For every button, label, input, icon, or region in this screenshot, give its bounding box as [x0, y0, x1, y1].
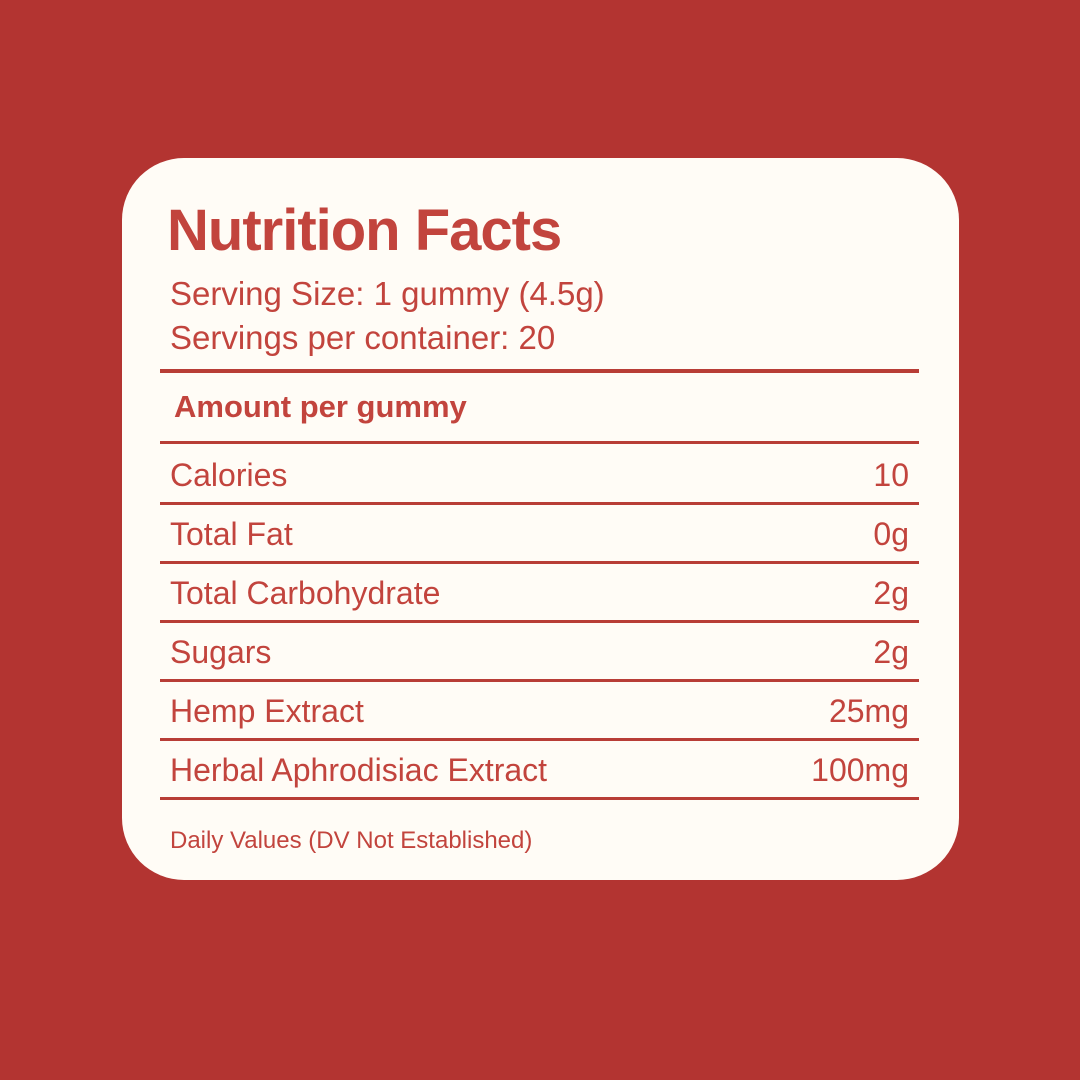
- nutrient-value: 0g: [873, 516, 909, 552]
- nutrient-name: Sugars: [170, 634, 272, 670]
- daily-values-footnote: Daily Values (DV Not Established): [170, 827, 533, 854]
- nutrient-value: 2g: [873, 634, 909, 670]
- serving-size-text: Serving Size: 1 gummy (4.5g): [170, 275, 605, 312]
- nutrient-name: Herbal Aphrodisiac Extract: [170, 752, 548, 788]
- nutrient-table: Calories 10 Total Fat 0g Total Carbohydr…: [160, 444, 919, 800]
- nutrient-value: 10: [873, 457, 909, 493]
- table-row-sugars: Sugars 2g: [160, 623, 919, 682]
- nutrient-value: 25mg: [828, 693, 909, 729]
- table-row-total-fat: Total Fat 0g: [160, 505, 919, 564]
- servings-per-container-text: Servings per container: 20: [170, 319, 556, 356]
- nutrition-facts-title: Nutrition Facts: [167, 198, 562, 263]
- top-divider: [160, 369, 919, 373]
- table-row-calories: Calories 10: [160, 444, 919, 505]
- nutrient-value: 100mg: [811, 752, 909, 788]
- table-row-hemp-extract: Hemp Extract 25mg: [160, 682, 919, 741]
- nutrient-value: 2g: [873, 575, 909, 611]
- amount-per-gummy-header: Amount per gummy: [160, 373, 919, 444]
- nutrient-name: Total Fat: [170, 516, 293, 552]
- table-row-total-carbohydrate: Total Carbohydrate 2g: [160, 564, 919, 623]
- nutrient-name: Calories: [170, 457, 288, 493]
- nutrient-name: Total Carbohydrate: [170, 575, 441, 611]
- table-row-herbal-aphrodisiac-extract: Herbal Aphrodisiac Extract 100mg: [160, 741, 919, 800]
- nutrition-facts-card: Nutrition Facts Serving Size: 1 gummy (4…: [122, 158, 959, 880]
- nutrient-name: Hemp Extract: [170, 693, 364, 729]
